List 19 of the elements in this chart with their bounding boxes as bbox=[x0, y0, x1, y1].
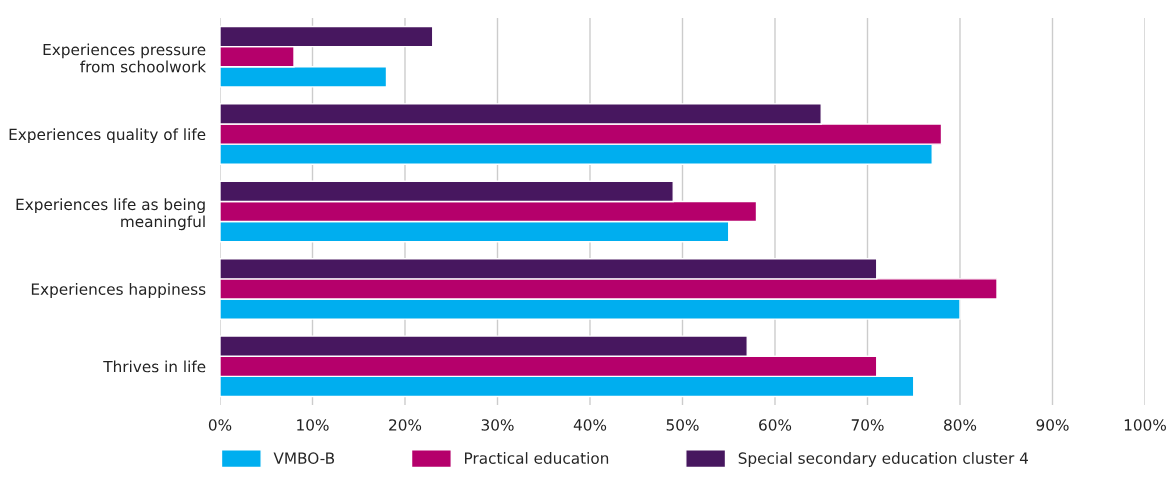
x-tick-label: 0% bbox=[208, 419, 232, 431]
y-tick-label: Experiences life as being meaningful bbox=[16, 198, 205, 231]
x-tick-label: 50% bbox=[666, 419, 699, 431]
x-tick-label: 20% bbox=[389, 419, 422, 431]
y-tick-label: Experiences quality of life bbox=[9, 128, 206, 144]
x-tick-label: 100% bbox=[1124, 419, 1166, 431]
x-tick-label: 60% bbox=[759, 419, 792, 431]
x-tick-label: 70% bbox=[851, 419, 884, 431]
y-tick-label: Experiences happiness bbox=[31, 283, 206, 298]
x-tick-label: 80% bbox=[944, 419, 977, 431]
x-tick-label: 90% bbox=[1036, 419, 1069, 431]
y-tick-label: Thrives in life bbox=[103, 360, 206, 373]
legend-label: Practical education bbox=[465, 452, 609, 464]
legend-label: VMBO-B bbox=[273, 452, 335, 464]
x-tick-label: 10% bbox=[297, 419, 329, 431]
x-tick-label: 30% bbox=[481, 419, 514, 431]
x-tick-label: 40% bbox=[573, 419, 607, 431]
legend-label: Special secondary education cluster 4 bbox=[738, 452, 1028, 467]
y-tick-label: Experiences pressure from schoolwork bbox=[43, 43, 207, 73]
